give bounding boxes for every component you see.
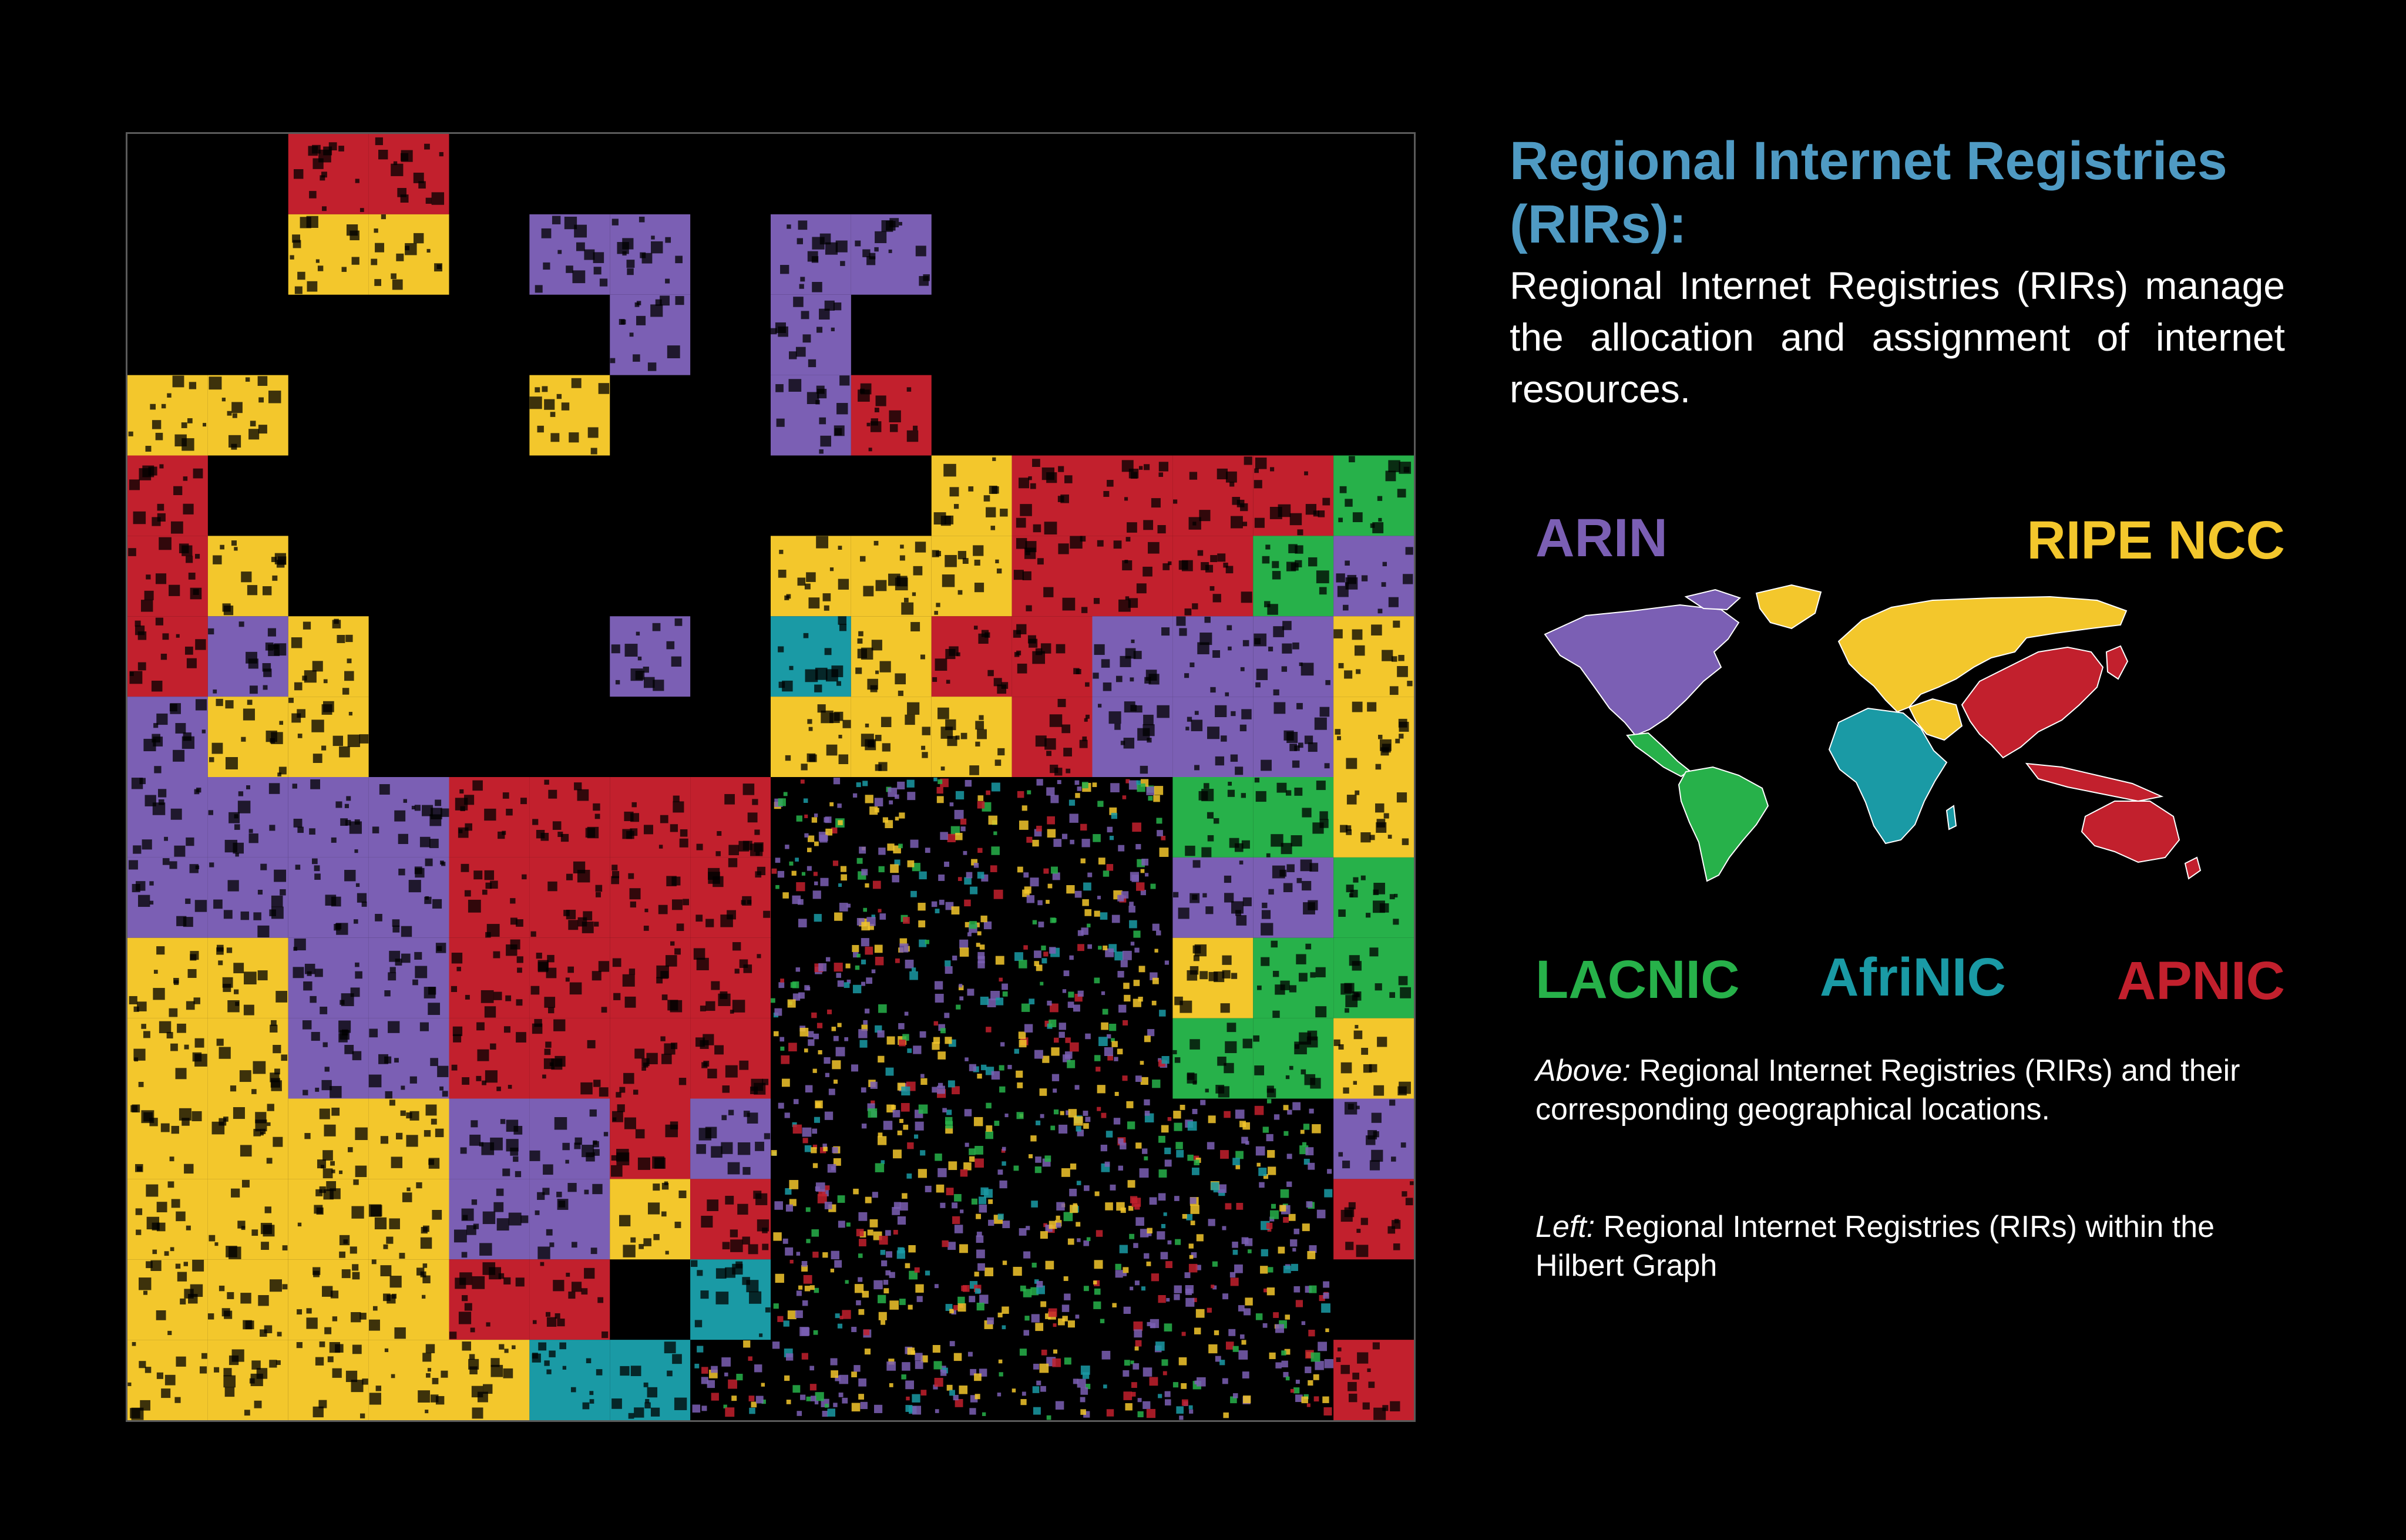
label-arin: ARIN xyxy=(1535,508,1668,568)
hilbert-graph-pattern xyxy=(127,134,1414,1420)
region-arin xyxy=(1544,604,1740,737)
label-apnic: APNIC xyxy=(2116,951,2285,1011)
region-apnic xyxy=(1961,646,2104,759)
caption-left: Left: Regional Internet Registries (RIRs… xyxy=(1535,1208,2299,1285)
region-ripe xyxy=(1837,596,2128,713)
intro-text: Regional Internet Registries (RIRs) mana… xyxy=(1510,264,2285,411)
caption-left-text: Regional Internet Registries (RIRs) with… xyxy=(1535,1210,2215,1283)
label-lacnic: LACNIC xyxy=(1535,950,1740,1010)
region-apnic-australia xyxy=(2081,801,2180,863)
region-greenland xyxy=(1755,584,1822,630)
region-lacnic-central xyxy=(1626,732,1691,778)
info-panel: Regional Internet Registries (RIRs): Reg… xyxy=(1510,129,2285,415)
rir-map-block: ARIN RIPE NCC LACNIC AfriNIC APNIC xyxy=(1510,493,2285,1022)
world-map-icon xyxy=(1544,584,2202,882)
label-afrinic: AfriNIC xyxy=(1820,947,2006,1007)
page-title: Regional Internet Registries (RIRs): xyxy=(1510,131,2227,254)
hilbert-graph xyxy=(126,132,1416,1422)
caption-left-lead: Left: xyxy=(1535,1210,1595,1244)
caption-above-text: Regional Internet Registries (RIRs) and … xyxy=(1535,1054,2240,1127)
region-afrinic xyxy=(1828,707,1948,845)
label-ripe-ncc: RIPE NCC xyxy=(2027,510,2285,570)
caption-above: Above: Regional Internet Registries (RIR… xyxy=(1535,1051,2299,1129)
region-lacnic xyxy=(1678,766,1769,882)
caption-above-lead: Above: xyxy=(1535,1054,1631,1088)
